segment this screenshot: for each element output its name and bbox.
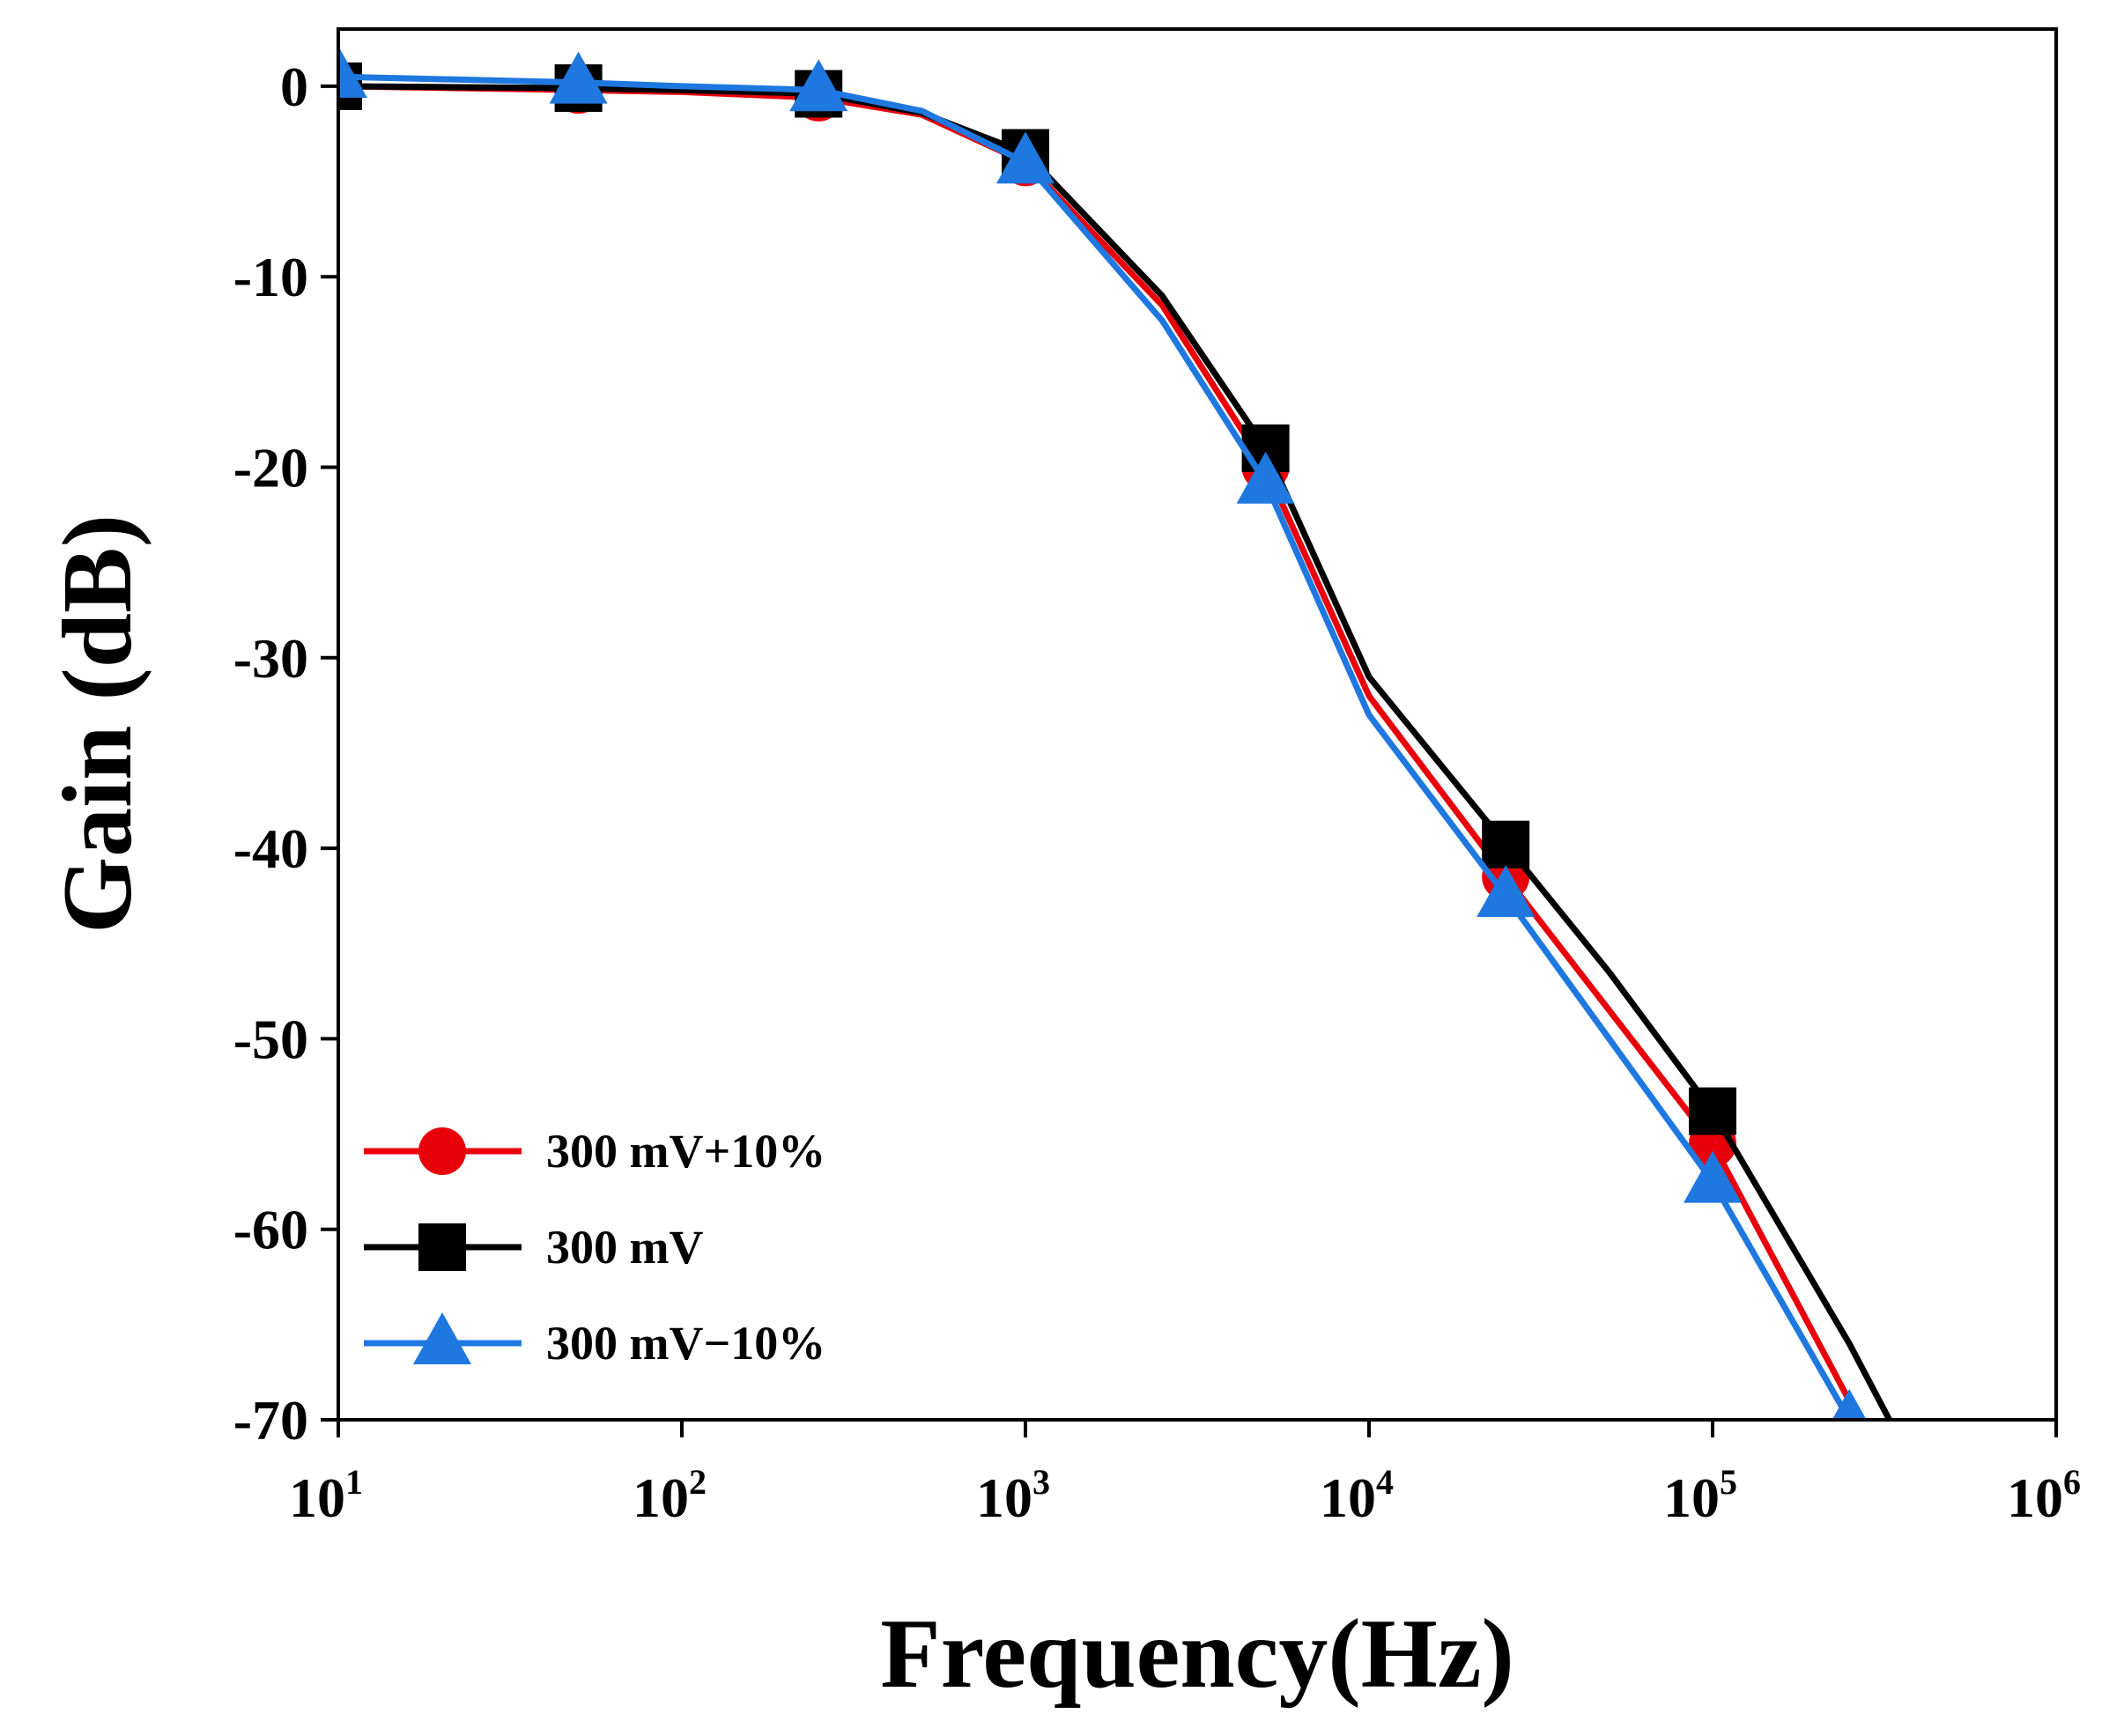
legend-marker-triangle [413, 1312, 471, 1364]
x-tick-label: 104 [1320, 1462, 1394, 1529]
x-tick-exponent: 1 [345, 1462, 363, 1502]
y-tick-label: -20 [233, 436, 308, 499]
x-axis: 101 102 103 104 105 106 [289, 1420, 2081, 1529]
x-tick-exponent: 5 [1720, 1462, 1737, 1502]
x-tick-base: 10 [1320, 1466, 1376, 1529]
y-tick-label: -40 [233, 817, 308, 880]
legend-label: 300 mV+10% [546, 1125, 825, 1178]
y-tick-label: -70 [233, 1389, 308, 1452]
y-tick-label: -60 [233, 1199, 308, 1261]
data-point-triangle [789, 59, 848, 112]
legend-marker-square [418, 1223, 466, 1271]
y-tick-label: -30 [233, 627, 308, 690]
legend-item: 300 mV [364, 1221, 703, 1274]
legend-item: 300 mV+10% [364, 1125, 825, 1178]
x-tick-label: 102 [633, 1462, 707, 1529]
data-point-triangle [1832, 1389, 1867, 1420]
data-point-triangle [338, 46, 367, 99]
y-tick-label: 0 [280, 55, 308, 118]
legend-marker-circle [418, 1127, 466, 1175]
x-tick-exponent: 2 [689, 1462, 707, 1502]
x-tick-label: 106 [2007, 1462, 2081, 1529]
plot-frame [337, 27, 2058, 1422]
x-tick-exponent: 3 [1032, 1462, 1050, 1502]
series-line [338, 83, 1865, 1420]
series-1 [338, 62, 1865, 1420]
x-tick-base: 10 [2007, 1466, 2063, 1529]
x-tick-base: 10 [633, 1466, 689, 1529]
x-tick-label: 103 [976, 1462, 1050, 1529]
series-line [338, 73, 1854, 1420]
x-tick-label: 105 [1663, 1462, 1737, 1529]
x-tick-base: 10 [1663, 1466, 1720, 1529]
data-point-triangle [549, 51, 608, 104]
legend-item: 300 mV−10% [364, 1312, 825, 1370]
data-point-triangle [1476, 865, 1536, 918]
x-axis-title: Frequency(Hz) [880, 1599, 1514, 1709]
x-tick-exponent: 4 [1376, 1462, 1394, 1502]
data-point-triangle [996, 131, 1055, 184]
data-point-square [1689, 1087, 1736, 1135]
x-tick-exponent: 6 [2063, 1462, 2081, 1502]
series-layer [338, 46, 1893, 1420]
y-axis: 0 -10 -20 -30 -40 -50 -60 -70 [233, 55, 338, 1452]
data-point-triangle [1684, 1150, 1742, 1203]
x-tick-base: 10 [976, 1466, 1032, 1529]
y-axis-title: Gain (dB) [43, 514, 152, 934]
legend-label: 300 mV−10% [546, 1317, 825, 1370]
legend-label: 300 mV [546, 1221, 703, 1274]
series-3 [338, 46, 1867, 1420]
x-tick-base: 10 [289, 1466, 345, 1529]
y-tick-label: -10 [233, 246, 308, 308]
y-tick-label: -50 [233, 1008, 308, 1070]
x-tick-label: 101 [289, 1462, 363, 1529]
data-point-triangle [1236, 451, 1295, 504]
legend: 300 mV+10% 300 mV 300 mV−10% [364, 1125, 825, 1370]
data-point-square [1482, 820, 1530, 868]
